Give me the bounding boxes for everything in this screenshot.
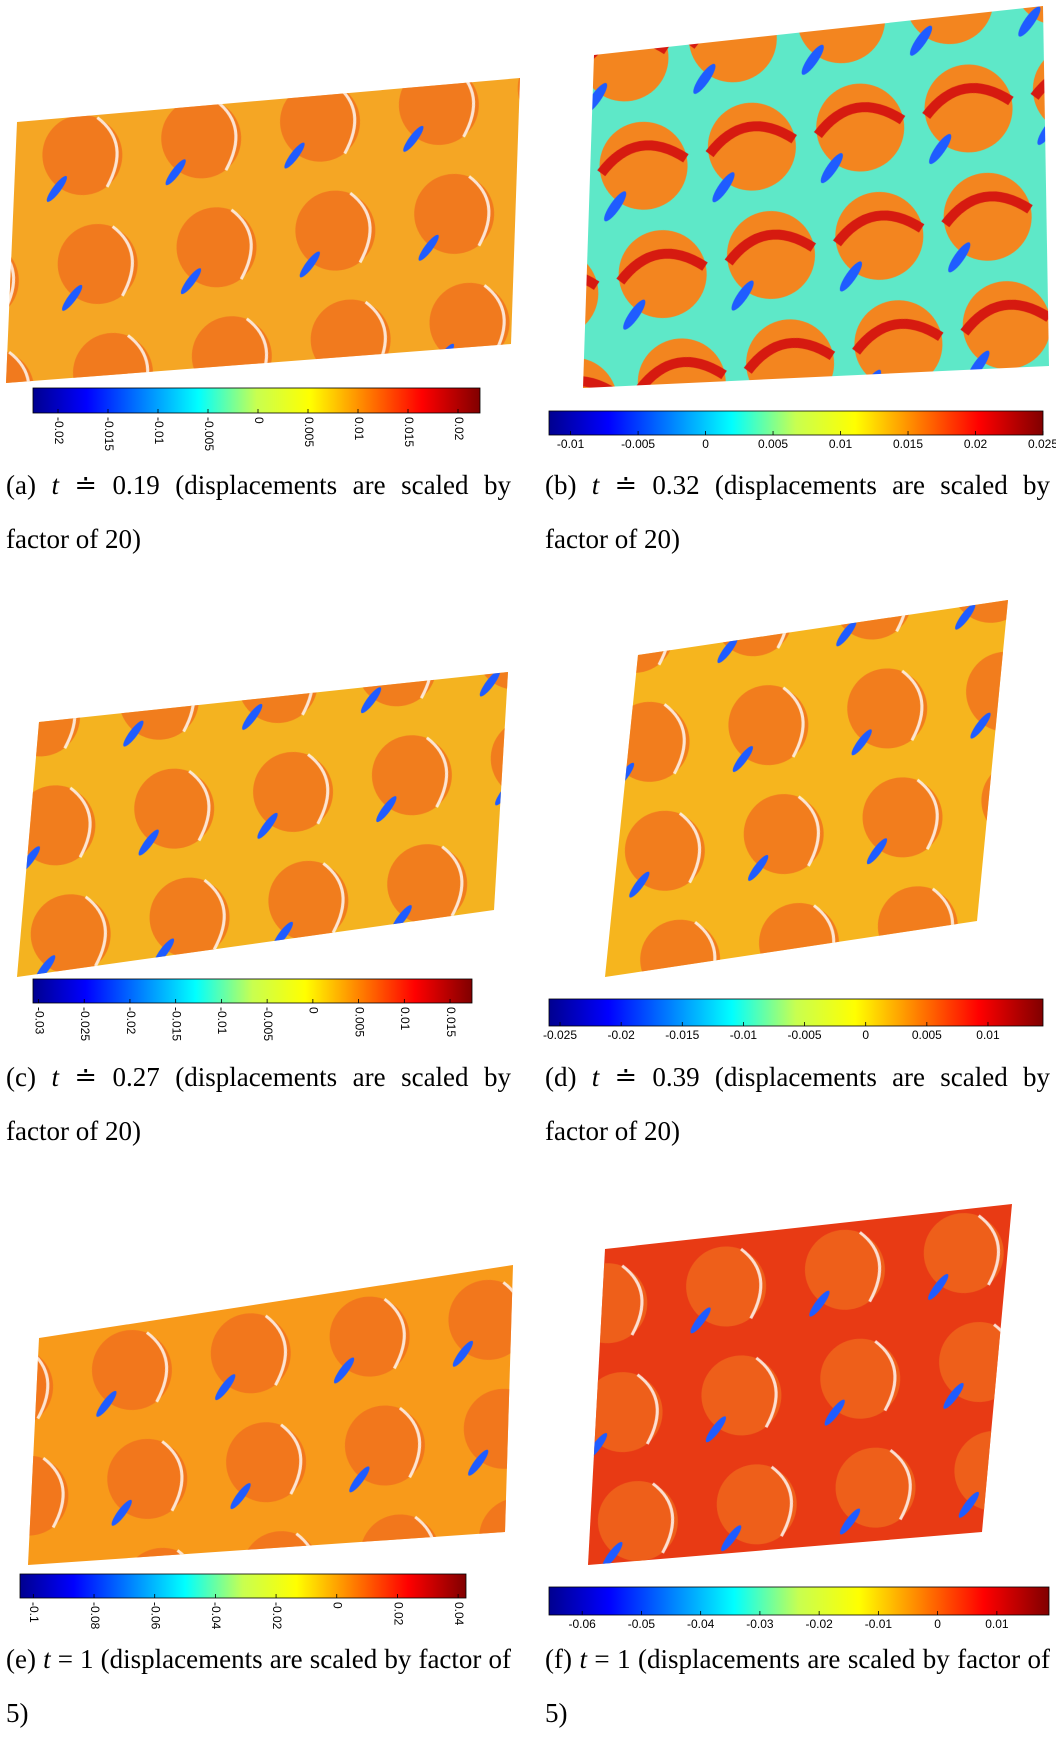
colorbar — [19, 1573, 467, 1599]
colorbar-tick-label: 0 — [862, 1028, 869, 1042]
colorbar — [548, 998, 1044, 1027]
colorbar-tick-label: 0 — [702, 437, 709, 451]
caption-text: (displacements are scaled by factor of 2… — [6, 470, 512, 554]
colorbar-tick-label: 0 — [307, 1007, 321, 1014]
colorbar — [32, 978, 473, 1004]
caption-label: (a) — [6, 470, 36, 500]
colorbar-tick-label: 0.005 — [758, 437, 788, 451]
caption-label: (e) — [6, 1644, 36, 1674]
colorbar-tick-label: -0.005 — [202, 417, 216, 451]
colorbar-tick-label: -0.02 — [270, 1602, 284, 1630]
colorbar-tick-label: -0.005 — [621, 437, 655, 451]
field-plot — [6, 6, 1049, 1565]
caption-text: (displacements are scaled by factor of 2… — [545, 470, 1050, 554]
caption: (e) t = 1 (displacements are scaled by f… — [6, 1632, 511, 1740]
colorbar-tick-label: 0.01 — [352, 417, 366, 441]
colorbar-tick-label: -0.005 — [788, 1028, 822, 1042]
colorbar-tick-label: -0.025 — [543, 1028, 577, 1042]
caption-relation: ≐ 0.39 — [614, 1062, 700, 1092]
colorbar-tick-label: -0.01 — [865, 1617, 893, 1631]
caption: (d) t ≐ 0.39 (displacements are scaled b… — [545, 1050, 1050, 1158]
caption-variable: t — [591, 470, 600, 500]
caption-variable: t — [591, 1062, 600, 1092]
colorbar — [548, 1586, 1050, 1616]
colorbar-tick-label: -0.015 — [170, 1007, 184, 1041]
caption-variable: t — [43, 1644, 51, 1674]
colorbar-tick-label: 0.02 — [391, 1602, 405, 1626]
colorbar-tick-label: 0.005 — [302, 417, 316, 447]
caption-label: (c) — [6, 1062, 36, 1092]
colorbar-tick-label: 0.04 — [452, 1602, 466, 1626]
caption: (a) t ≐ 0.19 (displacements are scaled b… — [6, 458, 511, 566]
colorbar-tick-label: -0.04 — [687, 1617, 715, 1631]
colorbar-tick-label: -0.06 — [568, 1617, 596, 1631]
colorbar-tick-label: -0.01 — [730, 1028, 758, 1042]
colorbar-tick-label: -0.01 — [557, 437, 585, 451]
caption: (b) t ≐ 0.32 (displacements are scaled b… — [545, 458, 1050, 566]
colorbar-tick-label: -0.04 — [209, 1602, 223, 1630]
colorbar-tick-label: -0.015 — [102, 417, 116, 451]
caption-label: (d) — [545, 1062, 577, 1092]
colorbar-tick-label: 0.01 — [829, 437, 853, 451]
colorbar-tick-label: -0.005 — [261, 1007, 275, 1041]
caption-label: (f) — [545, 1644, 572, 1674]
colorbar-tick-label: -0.02 — [607, 1028, 635, 1042]
colorbar-tick-label: -0.06 — [149, 1602, 163, 1630]
colorbar-tick-label: -0.03 — [746, 1617, 774, 1631]
colorbar-tick-label: -0.02 — [805, 1617, 833, 1631]
caption: (f) t = 1 (displacements are scaled by f… — [545, 1632, 1050, 1740]
colorbar-tick-label: -0.02 — [52, 417, 66, 445]
colorbar-tick-label: 0.005 — [352, 1007, 366, 1037]
caption: (c) t ≐ 0.27 (displacements are scaled b… — [6, 1050, 511, 1158]
colorbar-tick-label: 0.01 — [976, 1028, 1000, 1042]
colorbar-tick-label: -0.1 — [27, 1602, 41, 1623]
colorbar-tick-label: 0 — [934, 1617, 941, 1631]
colorbar-tick-label: -0.015 — [665, 1028, 699, 1042]
colorbar-tick-label: 0.015 — [402, 417, 416, 447]
colorbar-tick-label: 0.01 — [398, 1007, 412, 1031]
caption-text: (displacements are scaled by factor of 2… — [545, 1062, 1050, 1146]
colorbar-tick-label: 0.005 — [912, 1028, 942, 1042]
colorbar-tick-label: 0.015 — [893, 437, 923, 451]
colorbar-tick-label: 0.02 — [452, 417, 466, 441]
caption-relation: ≐ 0.19 — [74, 470, 160, 500]
colorbar — [548, 410, 1044, 436]
colorbar-tick-label: 0.025 — [1028, 437, 1056, 451]
caption-relation: ≐ 0.27 — [74, 1062, 160, 1092]
caption-text: (displacements are scaled by factor of 5… — [6, 1644, 512, 1728]
colorbar-tick-label: -0.01 — [215, 1007, 229, 1035]
colorbar-tick-label: -0.02 — [124, 1007, 138, 1035]
caption-variable: t — [51, 470, 59, 500]
colorbar-tick-label: -0.08 — [88, 1602, 102, 1630]
caption-text: (displacements are scaled by factor of 2… — [6, 1062, 512, 1146]
colorbar-tick-label: 0 — [252, 417, 266, 424]
colorbar-tick-label: -0.025 — [78, 1007, 92, 1041]
caption-label: (b) — [545, 470, 577, 500]
colorbar-tick-label: 0.02 — [964, 437, 988, 451]
caption-relation: = 1 — [57, 1644, 94, 1674]
caption-relation: = 1 — [594, 1644, 631, 1674]
colorbar-tick-label: -0.03 — [32, 1007, 46, 1035]
caption-relation: ≐ 0.32 — [614, 470, 700, 500]
caption-text: (displacements are scaled by factor of 5… — [545, 1644, 1051, 1728]
colorbar-tick-label: 0 — [331, 1602, 345, 1609]
caption-variable: t — [579, 1644, 587, 1674]
caption-variable: t — [51, 1062, 59, 1092]
colorbar-tick-label: -0.05 — [628, 1617, 656, 1631]
colorbar — [32, 387, 481, 414]
colorbar-tick-label: 0.01 — [985, 1617, 1009, 1631]
colorbar-tick-label: 0.015 — [444, 1007, 458, 1037]
colorbar-tick-label: -0.01 — [152, 417, 166, 445]
